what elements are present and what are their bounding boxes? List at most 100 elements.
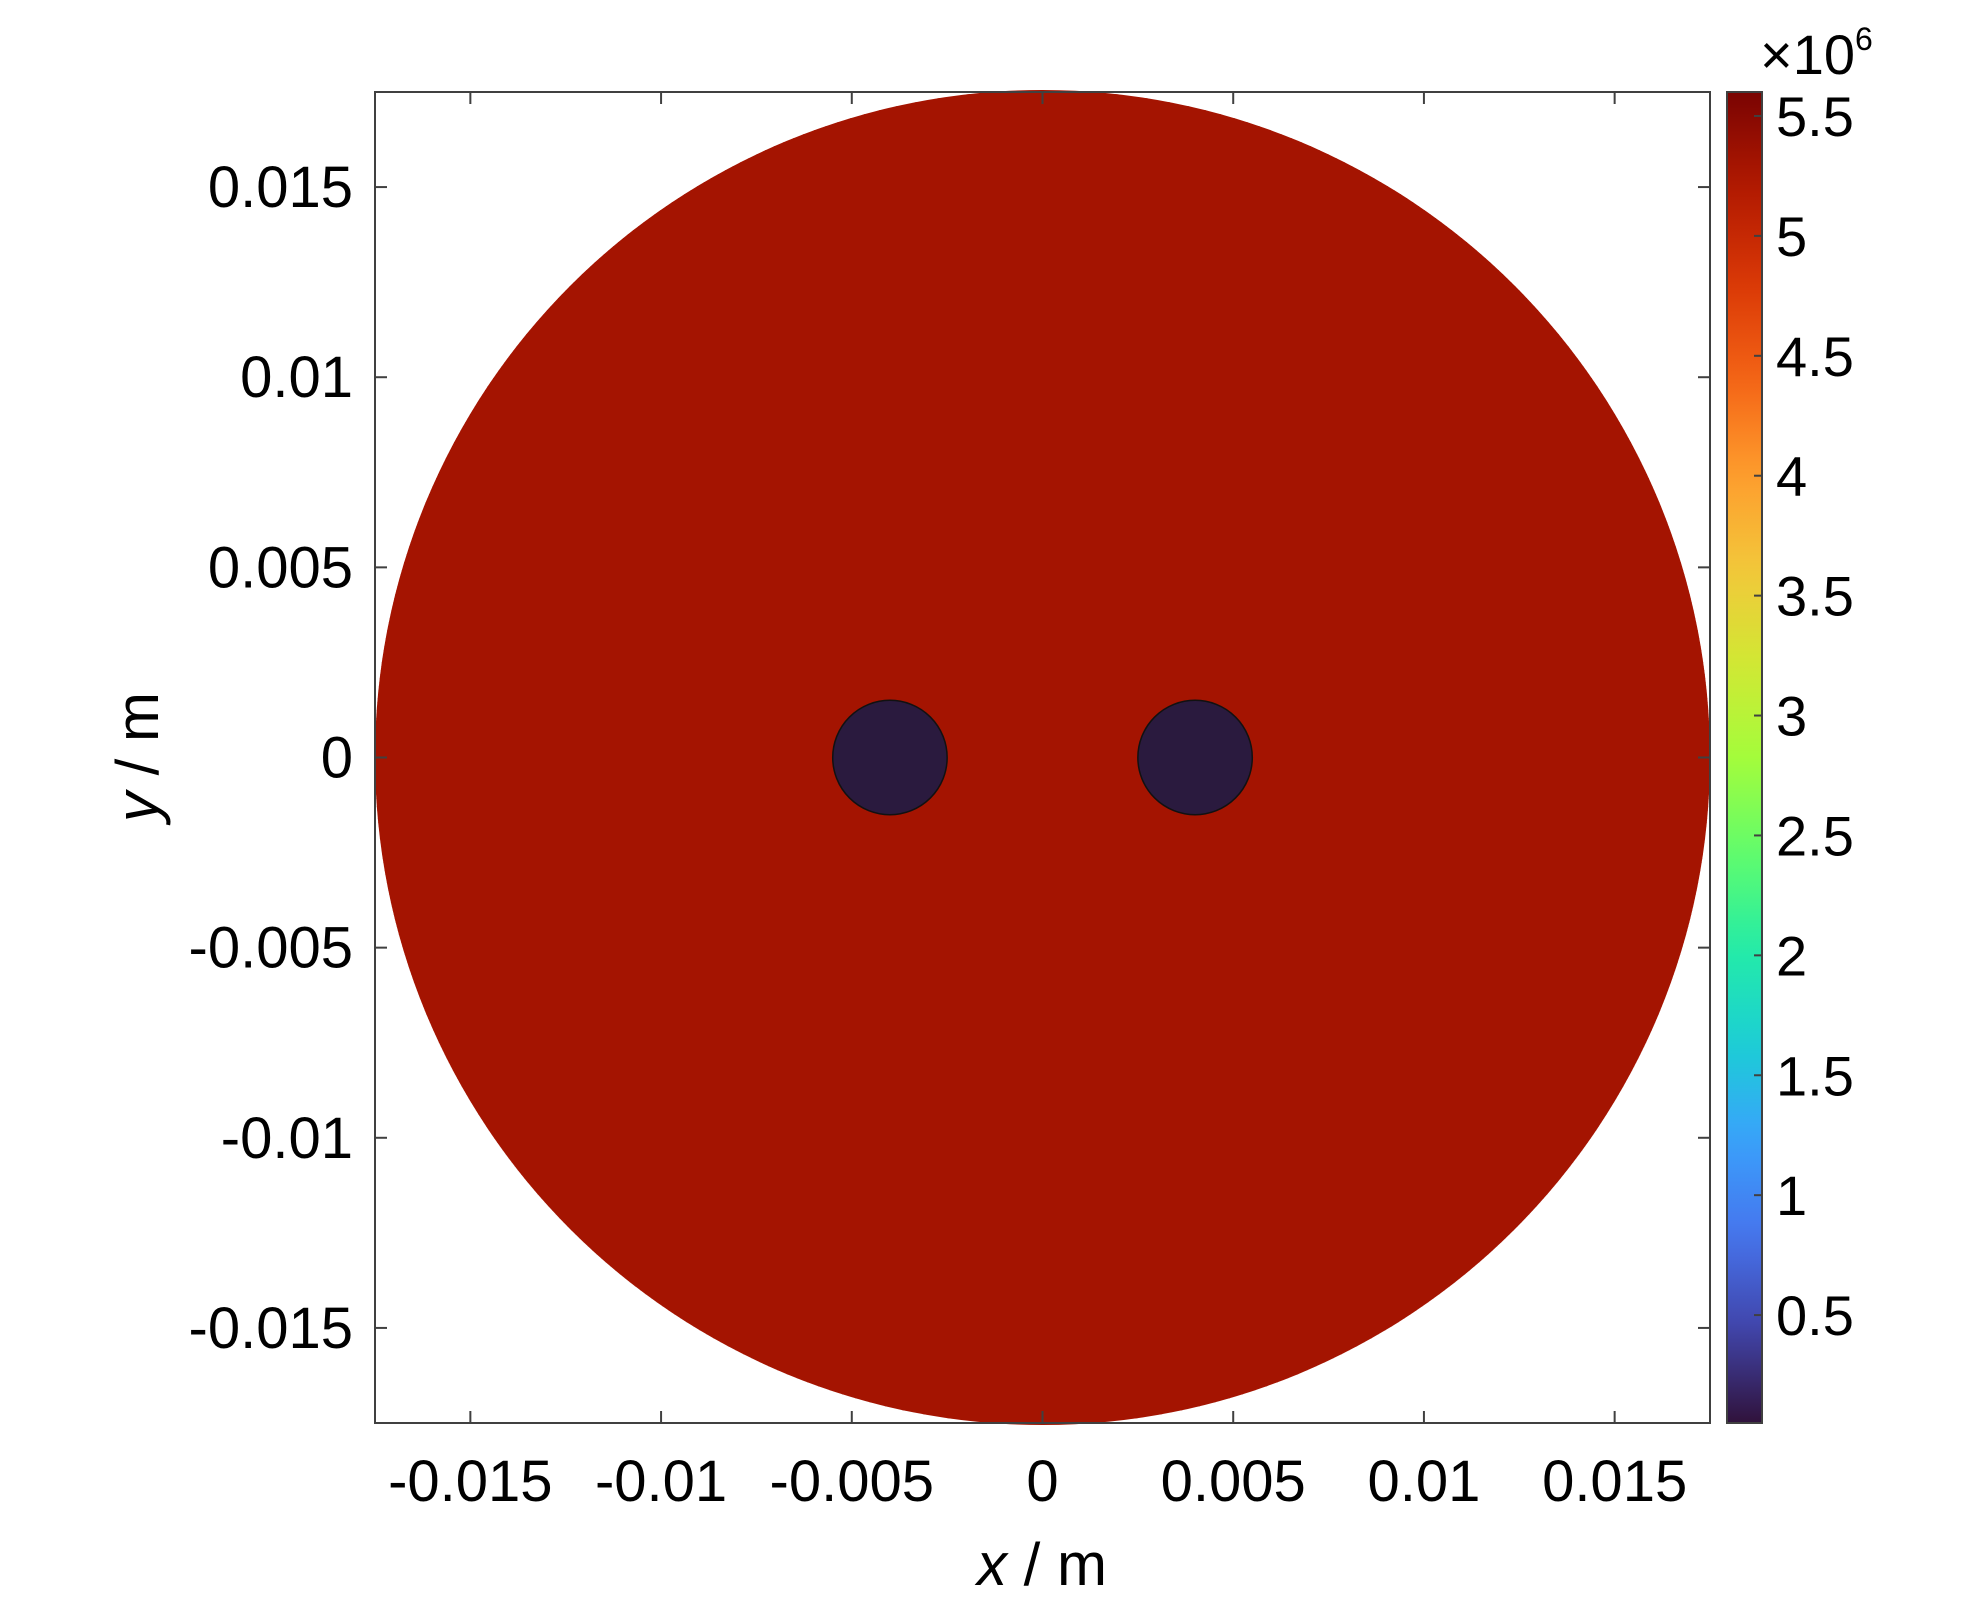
contour-band-cell xyxy=(375,842,1710,847)
contour-band-cell xyxy=(375,710,1710,715)
contour-band-cell xyxy=(375,1366,1710,1371)
x-tick-label: -0.01 xyxy=(595,1449,727,1514)
contour-band-cell xyxy=(375,1022,1710,1027)
contour-band-cell xyxy=(375,1090,1710,1095)
contour-band-cell xyxy=(375,694,1710,699)
contour-band-cell xyxy=(375,1346,1710,1351)
contour-band-cell xyxy=(375,390,1710,395)
y-tick-label: -0.015 xyxy=(189,1296,353,1361)
contour-band-cell xyxy=(375,718,1710,723)
contour-band-cell xyxy=(375,394,1710,399)
contour-band-cell xyxy=(375,350,1710,355)
contour-band-cell xyxy=(375,974,1710,979)
contour-band-cell xyxy=(375,1354,1710,1359)
contour-band-cell xyxy=(375,242,1710,247)
contour-band-cell xyxy=(375,1178,1710,1183)
contour-band-cell xyxy=(375,310,1710,315)
contour-band-cell xyxy=(375,1394,1710,1399)
contour-band-cell xyxy=(375,554,1710,559)
contour-band-cell xyxy=(375,870,1710,875)
contour-band-cell xyxy=(375,866,1710,871)
contour-band-cell xyxy=(375,798,1710,803)
contour-band-cell xyxy=(375,478,1710,483)
colorbar-tick-label: 2.5 xyxy=(1776,804,1854,867)
contour-band-cell xyxy=(375,142,1710,147)
contour-band-cell xyxy=(375,466,1710,471)
contour-band-cell xyxy=(375,1298,1710,1303)
contour-band-cell xyxy=(375,1362,1710,1367)
contour-band-cell xyxy=(375,822,1710,827)
contour-band-cell xyxy=(375,1162,1710,1167)
contour-band-cell xyxy=(375,766,1710,771)
contour-band-cell xyxy=(375,1202,1710,1207)
contour-band-cell xyxy=(375,930,1710,935)
contour-band-cell xyxy=(375,482,1710,487)
contour-band-cell xyxy=(375,1142,1710,1147)
contour-band-cell xyxy=(375,622,1710,627)
contour-band-cell xyxy=(375,754,1710,759)
contour-band-cell xyxy=(375,1342,1710,1347)
x-tick-label: 0.005 xyxy=(1161,1449,1306,1514)
colorbar: 0.5 1 1.5 2 2.5 3 3.5 4 4.5 5 5.5 ×106 xyxy=(1726,21,1873,1424)
contour-band-cell xyxy=(375,502,1710,507)
contour-band-cell xyxy=(375,674,1710,679)
contour-band-cell xyxy=(375,1262,1710,1267)
contour-band-cell xyxy=(375,966,1710,971)
y-tick-label: 0.015 xyxy=(208,155,353,220)
contour-band-cell xyxy=(375,306,1710,311)
contour-band-cell xyxy=(375,1286,1710,1291)
contour-band-cell xyxy=(375,422,1710,427)
contour-band-cell xyxy=(375,1118,1710,1123)
contour-band-cell xyxy=(375,122,1710,127)
contour-band-cell xyxy=(375,538,1710,543)
contour-band-cell xyxy=(375,246,1710,251)
contour-band-cell xyxy=(375,1314,1710,1319)
contour-band-cell xyxy=(375,1214,1710,1219)
contour-band-cell xyxy=(375,294,1710,299)
contour-band-cell xyxy=(375,586,1710,591)
contour-band-cell xyxy=(375,550,1710,555)
contour-band-cell xyxy=(375,830,1710,835)
y-axis-variable: y xyxy=(104,788,171,826)
contour-band-cell xyxy=(375,730,1710,735)
contour-band-cell xyxy=(375,414,1710,419)
contour-band-cell xyxy=(375,1350,1710,1355)
contour-band-cell xyxy=(375,126,1710,131)
contour-band-cell xyxy=(375,462,1710,467)
contour-band-cell xyxy=(375,558,1710,563)
contour-band-cell xyxy=(375,1278,1710,1283)
contour-band-cell xyxy=(375,166,1710,171)
contour-band-cell xyxy=(375,1018,1710,1023)
contour-band-cell xyxy=(375,1274,1710,1279)
contour-band-cell xyxy=(375,962,1710,967)
contour-band-cell xyxy=(375,1066,1710,1071)
contour-band-cell xyxy=(375,1082,1710,1087)
contour-band-cell xyxy=(375,898,1710,903)
contour-band-cell xyxy=(375,1150,1710,1155)
contour-band-cell xyxy=(375,1390,1710,1395)
contour-band-cell xyxy=(375,514,1710,519)
contour-band-cell xyxy=(375,794,1710,799)
contour-band-cell xyxy=(375,154,1710,159)
contour-band-cell xyxy=(375,210,1710,215)
contour-band-cell xyxy=(375,606,1710,611)
contour-band-cell xyxy=(375,278,1710,283)
contour-band-cell xyxy=(375,922,1710,927)
contour-band-cell xyxy=(375,1094,1710,1099)
contour-band-cell xyxy=(375,1358,1710,1363)
contour-band-cell xyxy=(375,1110,1710,1115)
contour-band-cell xyxy=(375,510,1710,515)
contour-band-cell xyxy=(375,850,1710,855)
colorbar-ticks: 0.5 1 1.5 2 2.5 3 3.5 4 4.5 5 5.5 xyxy=(1754,85,1854,1347)
contour-band-cell xyxy=(375,170,1710,175)
contour-band-cell xyxy=(375,790,1710,795)
contour-band-cell xyxy=(375,1330,1710,1335)
contour-band-cell xyxy=(375,906,1710,911)
contour-band-cell xyxy=(375,762,1710,767)
contour-band-cell xyxy=(375,702,1710,707)
contour-band-cell xyxy=(375,158,1710,163)
contour-band-cell xyxy=(375,1306,1710,1311)
colorbar-tick-label: 2 xyxy=(1776,924,1807,987)
contour-band-cell xyxy=(375,810,1710,815)
contour-band-cell xyxy=(375,594,1710,599)
